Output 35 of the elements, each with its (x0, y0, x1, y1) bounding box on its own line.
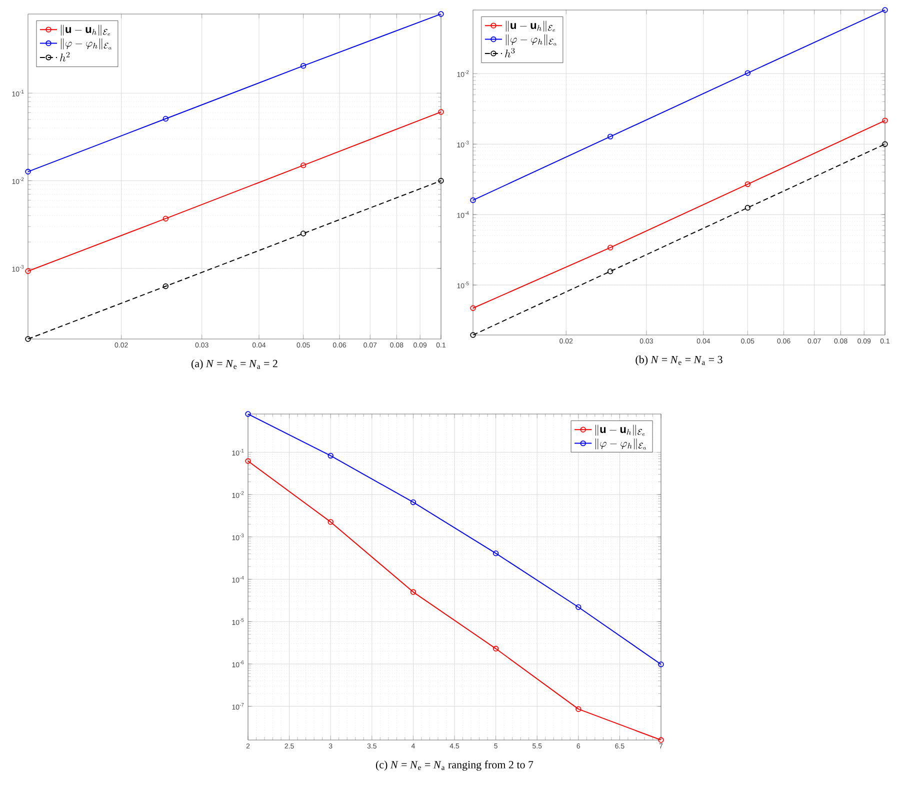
point (410, 499, 416, 506)
point (162, 283, 169, 290)
point (492, 646, 499, 652)
legend-label: $h^2$ (60, 52, 70, 62)
point (607, 134, 614, 140)
legend-label: $h^3$ (505, 48, 515, 58)
text: (c) N = N$_{e}$ = N$_{a}$ ranging from 2 to 7 (376, 760, 534, 771)
point (576, 604, 582, 610)
point (300, 230, 306, 236)
point (300, 62, 306, 69)
point (25, 336, 31, 342)
point (882, 141, 888, 147)
legend-label: $\|\mathbf{u}-\mathbf{u}_h\|_{\mathcal{E}_e}$ (596, 424, 645, 436)
point (470, 332, 476, 338)
legend-label: $\|\varphi-\varphi_h\|_{\mathcal{E}_a}$ (60, 38, 112, 50)
point (438, 178, 444, 184)
point (744, 70, 751, 76)
point (162, 216, 169, 222)
point (607, 268, 614, 274)
point (744, 204, 751, 211)
text: (b) N = N$_{e}$ = N$_{a}$ = 3 (636, 356, 722, 366)
point (328, 452, 334, 459)
point (744, 181, 751, 188)
point (328, 519, 334, 525)
point (607, 244, 614, 250)
legend-label: $\|\mathbf{u}-\mathbf{u}_h\|_{\mathcal{E}_e}$ (506, 20, 556, 32)
point (162, 116, 169, 122)
legend-label: $\|\varphi-\varphi_h\|_{\mathcal{E}_a}$ (506, 34, 556, 46)
legend-label: $\|\varphi-\varphi_h\|_{\mathcal{E}_a}$ (596, 438, 646, 450)
legend-label: $\|\mathbf{u}-\mathbf{u}_h\|_{\mathcal{E}_e}$ (60, 24, 110, 36)
point (410, 589, 416, 595)
text: (a) N = N$_{e}$ = N$_{a}$ = 2 (192, 360, 278, 370)
point (492, 550, 499, 556)
point (300, 162, 306, 168)
point (576, 706, 582, 712)
